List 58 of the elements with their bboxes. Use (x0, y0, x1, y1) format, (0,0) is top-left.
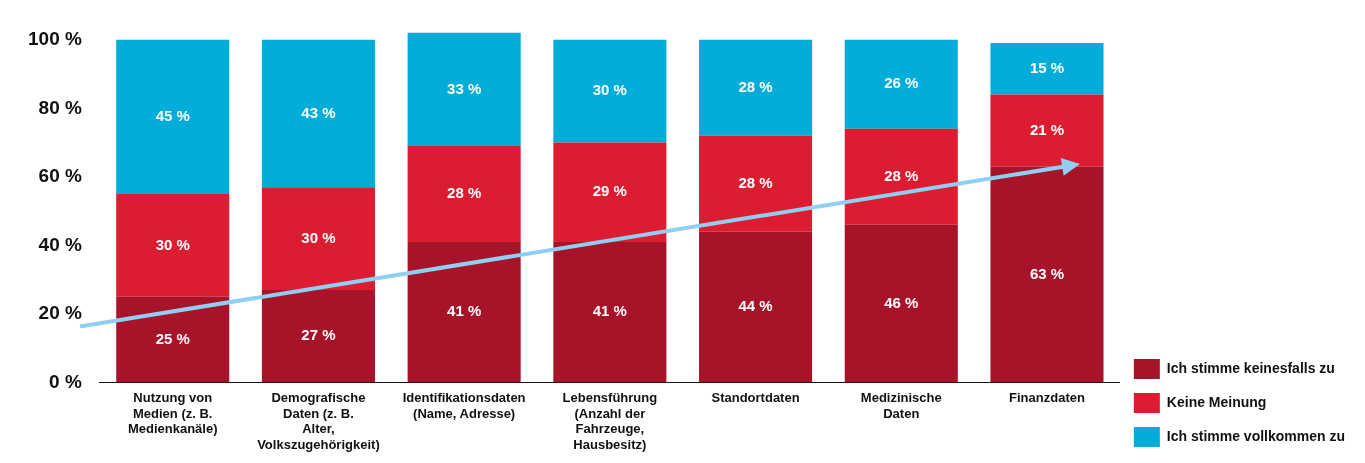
data-label: 27 % (301, 326, 336, 344)
bar (699, 135, 813, 232)
legend-label: Keine Meinung (1166, 393, 1267, 410)
data-label: 41 % (592, 302, 627, 320)
data-label: 44 % (738, 297, 773, 315)
bar (261, 187, 375, 291)
x-tick-label: Lebensführung (Anzahl der Fahrzeuge, Hausbesitz) (562, 389, 658, 452)
y-tick-label: 20 % (38, 302, 82, 324)
data-label: 41 % (447, 302, 482, 320)
data-label: 63 % (1029, 264, 1065, 282)
data-label: 28 % (738, 173, 773, 191)
data-label: 28 % (884, 166, 919, 184)
bar (990, 94, 1104, 167)
data-label: 30 % (155, 235, 190, 253)
data-label: 21 % (1029, 120, 1065, 138)
bar (553, 242, 667, 383)
data-label: 15 % (1029, 58, 1065, 76)
bar (990, 43, 1104, 95)
data-label: 28 % (447, 184, 482, 202)
bar (844, 128, 958, 225)
data-label: 33 % (447, 79, 482, 97)
x-tick-label: Nutzung von Medien (z. B. Medienkanäle) (127, 389, 218, 437)
data-label: 28 % (738, 77, 773, 95)
y-tick-label: 60 % (38, 165, 82, 187)
bar (990, 166, 1104, 383)
data-label: 25 % (155, 329, 190, 347)
data-label: 30 % (592, 81, 627, 99)
bar (116, 194, 230, 297)
y-tick-label: 40 % (38, 233, 82, 255)
data-label: 26 % (884, 74, 919, 92)
bar (261, 39, 375, 188)
data-label: 45 % (155, 106, 190, 124)
bar (116, 39, 230, 194)
bar (553, 39, 667, 143)
data-label: 43 % (301, 103, 336, 121)
bar (116, 296, 230, 383)
data-label: 29 % (592, 182, 627, 200)
y-tick-label: 80 % (38, 96, 82, 118)
bar (407, 145, 521, 243)
y-tick-label: 100 % (28, 27, 82, 49)
bar (844, 39, 958, 129)
legend-label: Ich stimme vollkommen zu (1166, 427, 1346, 444)
bar (553, 142, 667, 243)
x-tick-label: Demografische Daten (z. B. Alter, Volkszugehörigkeit) (257, 389, 380, 452)
data-label: 30 % (301, 228, 336, 246)
bar (407, 32, 521, 146)
bar (844, 224, 958, 383)
y-tick-label: 0 % (49, 370, 82, 392)
bar (407, 242, 521, 383)
bar (699, 39, 813, 136)
bar (699, 231, 813, 383)
bar (261, 290, 375, 383)
data-label: 46 % (884, 293, 919, 311)
x-tick-label: Identifikationsdaten (Name, Adresse) (402, 389, 526, 421)
x-tick-label: Finanzdaten (1009, 389, 1085, 405)
legend-label: Ich stimme keinesfalls zu (1166, 359, 1335, 376)
x-tick-label: Medizinische Daten (860, 389, 942, 421)
x-tick-label: Standortdaten (711, 389, 800, 405)
